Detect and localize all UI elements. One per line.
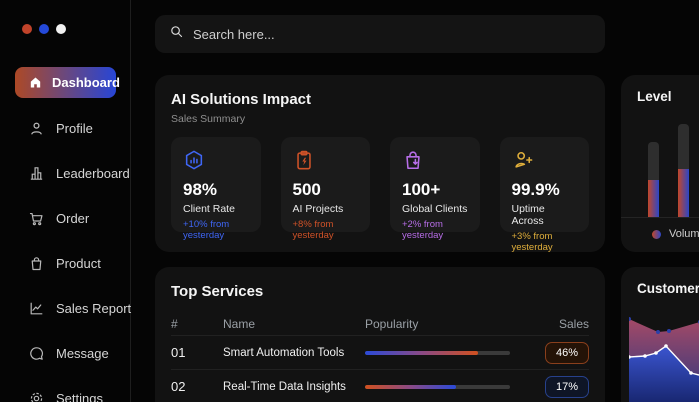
line-chart-icon bbox=[28, 300, 45, 317]
cart-icon bbox=[28, 210, 45, 227]
stat-label: Uptime Across bbox=[511, 203, 545, 227]
sidebar-item-label: Profile bbox=[56, 121, 93, 136]
sidebar-item-label: Product bbox=[56, 256, 101, 271]
user-plus-icon bbox=[512, 149, 534, 171]
card-title: AI Solutions Impact bbox=[171, 91, 312, 108]
divider bbox=[621, 217, 699, 218]
sidebar-item-label: Settings bbox=[56, 391, 103, 402]
popularity-bar bbox=[365, 384, 510, 389]
level-bar-fill bbox=[648, 180, 659, 217]
sidebar-item-dashboard[interactable]: Dashboard bbox=[15, 67, 120, 98]
sales-badge: 17% bbox=[545, 375, 589, 398]
popularity-bar bbox=[365, 350, 510, 355]
bag-arrow-down-icon bbox=[402, 149, 424, 171]
sidebar-item-order[interactable]: Order bbox=[0, 196, 130, 241]
clipboard-bolt-icon bbox=[293, 149, 315, 171]
right-column: Level Volume Customer Fulfillment bbox=[621, 75, 699, 402]
window-dot-white[interactable] bbox=[56, 24, 66, 34]
stat-value: 98% bbox=[183, 180, 218, 199]
stat-client-rate[interactable]: 98% Client Rate +10% from yesterday bbox=[171, 137, 261, 241]
col-num: # bbox=[171, 317, 178, 331]
service-name: Smart Automation Tools bbox=[223, 346, 345, 359]
sales-badge: 46% bbox=[545, 341, 589, 364]
content-grid: AI Solutions Impact Sales Summary 98% Cl… bbox=[155, 75, 699, 402]
customer-fulfillment-card: Customer Fulfillment bbox=[621, 267, 699, 402]
stat-label: Client Rate bbox=[183, 203, 235, 215]
sidebar-item-message[interactable]: Message bbox=[0, 331, 130, 376]
sidebar-item-settings[interactable]: Settings bbox=[0, 376, 130, 402]
sidebar: Dashboard Profile Leaderboard Order bbox=[0, 0, 131, 402]
popularity-fill bbox=[365, 384, 457, 389]
stat-value: 100+ bbox=[402, 180, 441, 199]
stat-label: Global Clients bbox=[402, 203, 468, 215]
table-row[interactable]: 02 Real-Time Data Insights 17% bbox=[171, 369, 589, 402]
sidebar-item-label: Dashboard bbox=[52, 75, 120, 90]
row-number: 01 bbox=[171, 345, 186, 360]
search-bar[interactable] bbox=[155, 15, 605, 53]
search-icon bbox=[169, 24, 184, 44]
home-icon bbox=[28, 75, 43, 90]
chat-icon bbox=[28, 345, 45, 362]
level-bar-fill bbox=[678, 169, 689, 217]
card-title: Top Services bbox=[171, 283, 264, 300]
row-number: 02 bbox=[171, 379, 186, 394]
stat-value: 99.9% bbox=[511, 180, 560, 199]
sidebar-item-product[interactable]: Product bbox=[0, 241, 130, 286]
main-content: AI Solutions Impact Sales Summary 98% Cl… bbox=[131, 0, 699, 402]
customer-area-chart bbox=[629, 317, 699, 402]
col-sales: Sales bbox=[558, 317, 589, 331]
stat-delta: +2% from yesterday bbox=[402, 219, 444, 241]
sidebar-item-label: Leaderboard bbox=[56, 166, 130, 181]
level-bar bbox=[678, 124, 689, 217]
hexagon-analytics-icon bbox=[183, 149, 205, 171]
card-title: Level bbox=[637, 89, 672, 104]
level-bar bbox=[648, 142, 659, 217]
card-title: Customer Fulfillment bbox=[637, 281, 699, 296]
top-services-card: Top Services # Name Popularity Sales 01 … bbox=[155, 267, 605, 402]
stat-label: AI Projects bbox=[292, 203, 344, 215]
service-name: Real-Time Data Insights bbox=[223, 380, 346, 393]
sidebar-item-label: Sales Report bbox=[56, 301, 132, 316]
table-row[interactable]: 01 Smart Automation Tools 46% bbox=[171, 335, 589, 369]
left-column: AI Solutions Impact Sales Summary 98% Cl… bbox=[155, 75, 605, 402]
sidebar-nav: Profile Leaderboard Order Product bbox=[0, 106, 132, 402]
stat-value: 500 bbox=[292, 180, 321, 199]
sidebar-item-sales-report[interactable]: Sales Report bbox=[0, 286, 132, 331]
table-header: # Name Popularity Sales bbox=[171, 313, 589, 335]
level-bar-chart bbox=[637, 104, 699, 217]
window-dot-red[interactable] bbox=[22, 24, 32, 34]
sidebar-item-leaderboard[interactable]: Leaderboard bbox=[0, 151, 130, 196]
bar-chart-icon bbox=[28, 165, 45, 182]
bag-icon bbox=[28, 255, 45, 272]
gear-icon bbox=[28, 390, 45, 402]
popularity-fill bbox=[365, 350, 479, 355]
sidebar-item-label: Order bbox=[56, 211, 90, 226]
ai-solutions-impact-card: AI Solutions Impact Sales Summary 98% Cl… bbox=[155, 75, 605, 253]
search-input[interactable] bbox=[193, 26, 573, 42]
stat-tiles: 98% Client Rate +10% from yesterday 500 … bbox=[171, 137, 589, 253]
window-dot-blue[interactable] bbox=[39, 24, 49, 34]
stat-global-clients[interactable]: 100+ Global Clients +2% from yesterday bbox=[390, 137, 480, 241]
sidebar-item-profile[interactable]: Profile bbox=[0, 106, 130, 151]
stat-delta: +10% from yesterday bbox=[183, 219, 230, 241]
stat-uptime[interactable]: 99.9% Uptime Across +3% from yesterday bbox=[499, 137, 589, 253]
window-dots bbox=[22, 24, 130, 34]
col-name: Name bbox=[223, 317, 256, 331]
level-card: Level Volume bbox=[621, 75, 699, 252]
col-popularity: Popularity bbox=[365, 317, 419, 331]
user-icon bbox=[28, 120, 45, 137]
legend-label: Volume bbox=[669, 228, 699, 240]
legend-dot-icon bbox=[652, 229, 661, 239]
stat-delta: +8% from yesterday bbox=[292, 219, 334, 241]
legend: Volume bbox=[637, 228, 699, 240]
sidebar-item-label: Message bbox=[56, 346, 109, 361]
stat-ai-projects[interactable]: 500 AI Projects +8% from yesterday bbox=[280, 137, 370, 241]
card-subtitle: Sales Summary bbox=[171, 113, 246, 125]
stat-delta: +3% from yesterday bbox=[511, 231, 553, 253]
